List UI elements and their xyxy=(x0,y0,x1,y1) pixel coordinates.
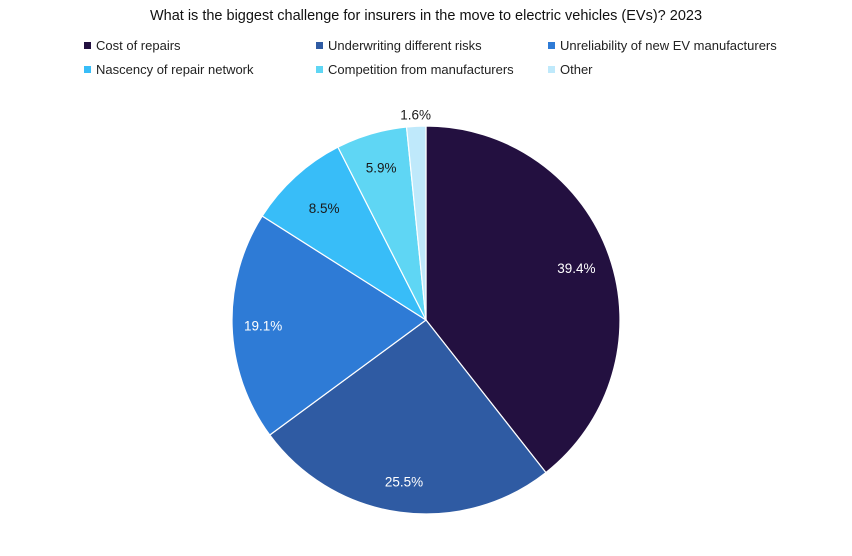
pie-slice-other xyxy=(405,125,427,321)
data-label: 8.5% xyxy=(309,201,340,216)
legend-item-cost-of-repairs: Cost of repairs xyxy=(84,38,181,53)
legend-label: Other xyxy=(560,62,593,77)
legend-label: Nascency of repair network xyxy=(96,62,254,77)
pie-slice-underwriting-different-risks xyxy=(268,319,547,515)
legend-swatch xyxy=(548,42,555,49)
pie-slice-nascency-of-repair-network xyxy=(261,146,428,322)
data-label: 19.1% xyxy=(244,319,282,334)
pie-slice-cost-of-repairs xyxy=(425,125,621,474)
legend-label: Competition from manufacturers xyxy=(328,62,514,77)
legend-swatch xyxy=(316,42,323,49)
legend-swatch xyxy=(84,66,91,73)
legend-item-competition-from-manufacturers: Competition from manufacturers xyxy=(316,62,514,77)
pie-slice-unreliability-of-new-ev-manufacturers xyxy=(231,215,428,436)
legend-item-unreliability-of-new-ev-manufacturers: Unreliability of new EV manufacturers xyxy=(548,38,777,53)
legend-swatch xyxy=(84,42,91,49)
data-label: 1.6% xyxy=(400,108,431,123)
legend-label: Unreliability of new EV manufacturers xyxy=(560,38,777,53)
data-label: 25.5% xyxy=(385,474,423,489)
legend-swatch xyxy=(548,66,555,73)
data-label: 39.4% xyxy=(557,261,595,276)
legend-item-nascency-of-repair-network: Nascency of repair network xyxy=(84,62,254,77)
chart-title: What is the biggest challenge for insure… xyxy=(149,8,703,24)
legend-label: Underwriting different risks xyxy=(328,38,482,53)
legend-label: Cost of repairs xyxy=(96,38,181,53)
legend-item-underwriting-different-risks: Underwriting different risks xyxy=(316,38,482,53)
legend-swatch xyxy=(316,66,323,73)
legend-item-other: Other xyxy=(548,62,593,77)
data-label: 5.9% xyxy=(366,160,397,175)
